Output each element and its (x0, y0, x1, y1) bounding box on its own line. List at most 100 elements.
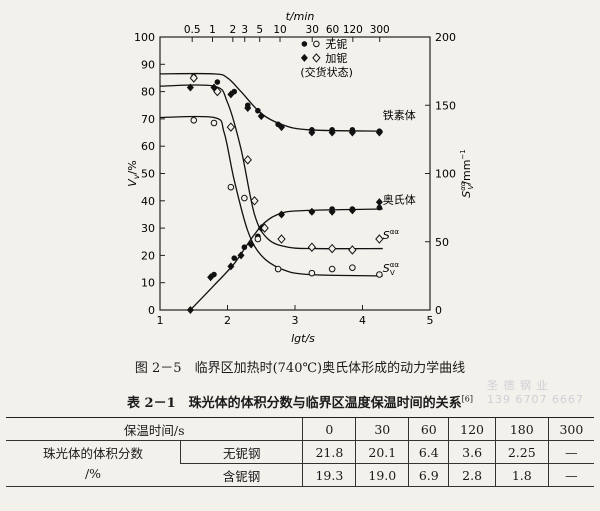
table-cell: 21.8 (302, 440, 356, 464)
y-tick-label: 100 (134, 31, 155, 44)
table-cell: 3.6 (448, 440, 496, 464)
top-tick-label: 3 (241, 24, 248, 36)
row-group-label-line-1: 珠光体的体积分数 (42, 445, 143, 461)
filled-diamond-point (244, 103, 252, 112)
filled-diamond-point (257, 112, 265, 121)
table-row: 珠光体的体积分数 /% 无铌钢 21.8 20.1 6.4 3.6 2.25 — (6, 440, 594, 487)
time-cell: 300 (547, 417, 594, 441)
annotation-2: Sαα (383, 228, 400, 242)
x-tick-label: 5 (427, 314, 434, 327)
filled-diamond-point (186, 306, 194, 314)
filled-diamond-point (348, 128, 356, 137)
table-title-text: 表 2－1 珠光体的体积分数与临界区温度保温时间的关系 (127, 396, 462, 411)
open-circle-point (227, 183, 235, 191)
table-cell: 19.3 (302, 463, 356, 487)
table-cell: 2.25 (494, 440, 549, 464)
filled-circle-point (241, 244, 248, 251)
annotation-3: Sαα V (383, 261, 400, 277)
open-diamond-point (348, 245, 357, 255)
x-tick-label: 4 (359, 314, 366, 327)
chart-marks (186, 73, 384, 314)
open-diamond-point (189, 73, 198, 83)
y-tick-label: 80 (141, 86, 155, 99)
filled-circle-point (376, 204, 383, 211)
time-cell: 30 (355, 417, 409, 441)
open-circle-point (328, 265, 336, 273)
filled-circle-point (231, 255, 238, 261)
series-line-2 (159, 84, 383, 250)
top-tick-label: 60 (326, 24, 339, 36)
filled-diamond-point (278, 123, 285, 132)
x2-axis-title: t/min (286, 10, 315, 23)
time-cell: 120 (448, 417, 496, 441)
table-cell: 19.0 (355, 463, 409, 487)
x-axis-title: lgt/s (291, 332, 315, 345)
y2-axis-title: SααV/mm−1 (459, 149, 475, 197)
y2-tick-label: 0 (435, 304, 442, 317)
y-tick-label: 30 (141, 222, 155, 235)
y2-tick-label: 200 (435, 31, 456, 44)
top-tick-label: 2 (229, 24, 236, 36)
open-diamond-point (327, 243, 337, 254)
y-tick-label: 70 (141, 113, 155, 126)
series-line-0 (159, 72, 383, 132)
open-diamond-point (226, 122, 236, 132)
top-tick-label: 120 (343, 24, 363, 36)
table-cell: 6.4 (408, 440, 449, 464)
open-circle-point (190, 116, 198, 124)
open-circle-point (274, 265, 282, 273)
x-tick-label: 2 (224, 314, 231, 327)
top-tick-label: 300 (370, 24, 390, 36)
y-tick-label: 60 (141, 140, 155, 153)
open-circle-point (308, 269, 316, 277)
table-cell: — (547, 440, 594, 464)
table-cell: — (547, 463, 594, 487)
top-tick-label: 10 (273, 24, 286, 36)
filled-diamond-point (186, 83, 194, 92)
time-cell: 60 (408, 417, 449, 441)
filled-diamond-point (227, 262, 235, 271)
open-diamond-point (260, 223, 269, 233)
chart-curves (159, 72, 383, 311)
open-circle-point (349, 264, 356, 271)
header-label: 保温时间/s (6, 417, 303, 441)
legend-label-0: 无铌 (325, 37, 347, 51)
series-line-3 (159, 115, 383, 277)
y-tick-label: 50 (141, 168, 155, 181)
filled-diamond-point (227, 90, 235, 99)
open-diamond-point (250, 196, 259, 206)
filled-diamond-point (348, 206, 356, 215)
legend-label-2: (交货状态) (300, 65, 353, 79)
open-circle-point (254, 235, 262, 243)
open-diamond-point (243, 155, 252, 165)
filled-circle-point (301, 41, 308, 47)
table-cell: 1.8 (494, 463, 549, 487)
y-tick-label: 90 (141, 58, 155, 71)
top-tick-label: 30 (306, 24, 319, 36)
filled-circle-point (214, 79, 221, 85)
table-row: 含铌钢 19.3 19.0 6.9 2.8 1.8 — (6, 463, 594, 487)
table-cell: 6.9 (408, 463, 449, 487)
table-cell: 20.1 (355, 440, 409, 464)
open-circle-point (210, 119, 218, 127)
filled-diamond-point (328, 207, 336, 216)
filled-diamond-point (207, 273, 215, 282)
open-diamond-point (375, 234, 384, 244)
y-axis-title: Vv/% (126, 160, 141, 186)
x-tick-label: 1 (157, 314, 164, 327)
row-label: 无铌钢 (179, 440, 303, 464)
open-diamond-point (277, 234, 286, 244)
y-tick-label: 0 (148, 304, 155, 317)
top-tick-label: 5 (256, 24, 263, 36)
filled-diamond-point (328, 128, 336, 137)
time-cell: 180 (494, 417, 549, 441)
y2-tick-label: 50 (435, 236, 449, 249)
x-tick-label: 3 (292, 314, 299, 327)
filled-diamond-point (278, 210, 285, 219)
open-diamond-point (307, 242, 317, 252)
top-tick-label: 1 (209, 24, 216, 36)
open-diamond-point (213, 86, 222, 97)
